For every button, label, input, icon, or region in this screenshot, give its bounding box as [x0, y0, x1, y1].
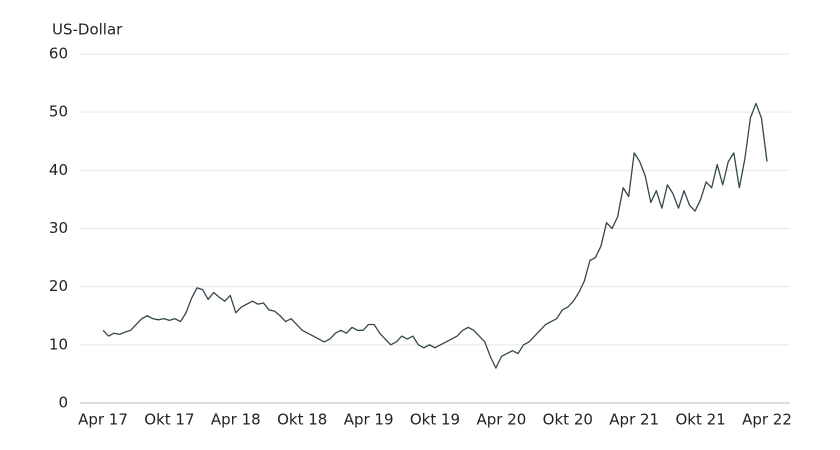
x-tick-label: Apr 21 — [609, 411, 659, 429]
y-tick-label: 30 — [49, 219, 68, 237]
x-tick-label: Okt 18 — [277, 411, 327, 429]
y-tick-label: 50 — [49, 103, 68, 121]
x-tick-label: Apr 17 — [78, 411, 128, 429]
x-tick-label: Apr 22 — [742, 411, 792, 429]
y-tick-label: 40 — [49, 161, 68, 179]
x-tick-label: Okt 20 — [543, 411, 593, 429]
x-tick-label: Okt 17 — [144, 411, 194, 429]
x-tick-label: Okt 19 — [410, 411, 460, 429]
x-tick-label: Apr 18 — [211, 411, 261, 429]
y-tick-label: 20 — [49, 277, 68, 295]
x-tick-label: Okt 21 — [675, 411, 725, 429]
y-tick-label: 60 — [49, 45, 68, 63]
y-tick-label: 0 — [58, 394, 68, 412]
x-tick-label: Apr 19 — [344, 411, 394, 429]
x-tick-label: Apr 20 — [476, 411, 526, 429]
y-axis-label: US-Dollar — [52, 21, 123, 39]
price-line — [102, 102, 768, 369]
y-tick-label: 10 — [49, 335, 68, 353]
